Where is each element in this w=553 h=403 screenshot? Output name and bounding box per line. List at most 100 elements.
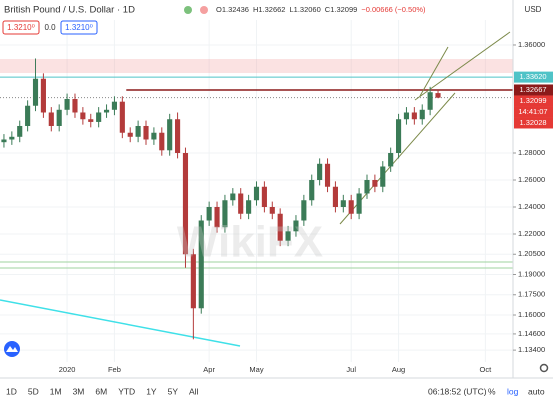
candle-body xyxy=(103,109,110,113)
candle-body xyxy=(32,78,39,106)
x-tick-label: May xyxy=(249,365,263,374)
sell-box[interactable] xyxy=(2,20,40,35)
status-icon xyxy=(184,6,192,14)
candle-body xyxy=(190,254,196,309)
scale-option[interactable]: % xyxy=(488,386,496,396)
candle-body xyxy=(80,112,86,120)
candle-body xyxy=(151,132,157,140)
range-button[interactable]: 1M xyxy=(50,386,62,396)
y-tick-label: 1.22000 xyxy=(518,229,545,238)
candle-body xyxy=(324,163,331,187)
candle-body xyxy=(372,179,378,187)
y-tick-label: 1.17500 xyxy=(518,290,545,299)
scale-option[interactable]: auto xyxy=(528,386,545,396)
y-tick-label: 1.14600 xyxy=(518,329,545,338)
price-tag-label: 1.32667 xyxy=(519,85,546,94)
candle-body xyxy=(332,186,338,207)
zone xyxy=(0,59,513,73)
candle-body xyxy=(88,119,94,122)
candle-body xyxy=(277,213,283,241)
range-button[interactable]: 1Y xyxy=(146,386,157,396)
candle-body xyxy=(269,206,275,214)
candle-body xyxy=(253,186,260,201)
range-button[interactable]: All xyxy=(189,386,199,396)
trend-line xyxy=(0,299,241,347)
candle-body xyxy=(435,93,441,98)
price-tag xyxy=(514,84,553,96)
buy-price: 1.3210⁰ xyxy=(65,23,93,32)
candle-body xyxy=(96,112,102,122)
status-icon xyxy=(200,6,208,14)
candle-body xyxy=(419,109,425,120)
price-axis xyxy=(513,0,553,378)
x-tick-label: Jul xyxy=(346,365,356,374)
ohlc: O1.32436 H1.32662 L1.32060 C1.32099 −0.00666… xyxy=(216,5,426,14)
toolbar: 1D 5D 1M 3M 6M YTD 1Y 5Y All 06:18:52 (UTC)% log au… xyxy=(6,386,545,396)
price-tag-label: 1.33620 xyxy=(519,72,546,81)
range-button[interactable]: YTD xyxy=(118,386,135,396)
candle-body xyxy=(9,136,15,140)
candle-body xyxy=(182,152,189,255)
channel-line xyxy=(414,31,511,101)
ohlc-value: H1.32662 xyxy=(253,5,286,14)
candle-body xyxy=(364,179,370,194)
x-tick-label: Feb xyxy=(108,365,121,374)
x-tick-label: Aug xyxy=(392,365,405,374)
candle-body xyxy=(317,163,323,180)
candle-body xyxy=(411,112,417,120)
candle-body xyxy=(135,125,141,137)
candle-body xyxy=(111,101,118,110)
candle-body xyxy=(238,193,244,214)
candle-body xyxy=(301,200,307,221)
candle-body xyxy=(143,125,149,140)
y-tick-label: 1.19000 xyxy=(518,269,545,278)
candle-body xyxy=(40,78,46,113)
watermark: WikiFX xyxy=(177,218,323,267)
channel-line xyxy=(419,46,449,97)
countdown-tag xyxy=(514,106,553,118)
y-tick-label: 1.36000 xyxy=(518,40,545,49)
y-tick-label: 1.28000 xyxy=(518,148,545,157)
candle-body xyxy=(222,200,228,228)
settings-icon[interactable] xyxy=(539,363,549,373)
y-axis: 1.36000 1.28000 1.26000 1.24000 1.22000 1.205… xyxy=(513,40,553,354)
y-tick-label: 1.16000 xyxy=(518,310,545,319)
candle-body xyxy=(214,206,220,228)
range-button[interactable]: 5Y xyxy=(168,386,179,396)
buy-box[interactable] xyxy=(60,20,98,35)
price-tag-label: 1.32028 xyxy=(519,118,546,127)
logo-mark xyxy=(6,346,18,352)
ohlc-value: L1.32060 xyxy=(289,5,320,14)
candle-body xyxy=(72,98,78,113)
candle-body xyxy=(167,119,173,151)
candle-body xyxy=(230,193,236,201)
candle-body xyxy=(64,98,70,110)
x-tick-label: Oct xyxy=(480,365,493,374)
candle-body xyxy=(119,101,125,133)
range-button[interactable]: 1D xyxy=(6,386,17,396)
candle-body xyxy=(403,112,410,120)
candle-body xyxy=(56,109,62,126)
candle-body xyxy=(427,92,433,110)
candle-body xyxy=(348,200,354,214)
price-tag xyxy=(514,117,553,129)
scale-option[interactable]: log xyxy=(507,386,519,396)
candle-body xyxy=(309,179,315,201)
range-button[interactable]: 5D xyxy=(28,386,39,396)
ohlc-value: C1.32099 xyxy=(325,5,358,14)
candle-body xyxy=(48,112,54,126)
candle-body xyxy=(206,206,212,221)
range-button[interactable]: 3M xyxy=(73,386,85,396)
candles xyxy=(1,58,441,340)
candle-body xyxy=(340,200,346,207)
range-button[interactable]: 6M xyxy=(95,386,107,396)
price-tag xyxy=(514,95,553,107)
clock: 06:18:52 (UTC) xyxy=(428,386,487,396)
candle-body xyxy=(1,139,7,143)
candle-body xyxy=(17,125,23,137)
x-tick-label: 2020 xyxy=(59,365,76,374)
candle-body xyxy=(395,119,402,153)
candle-body xyxy=(159,132,165,151)
candle-body xyxy=(246,200,252,214)
ohlc-value: O1.32436 xyxy=(216,5,249,14)
